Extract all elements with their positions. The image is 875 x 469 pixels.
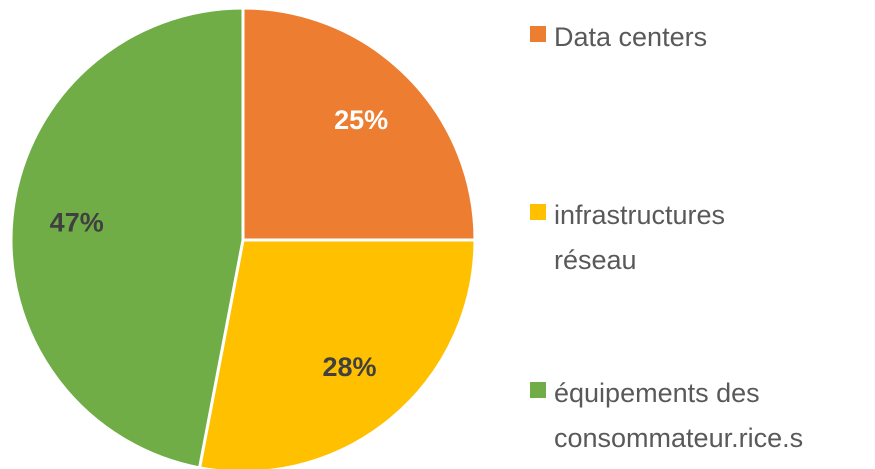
- legend-swatch: [530, 204, 546, 220]
- legend-label: infrastructures réseau: [554, 200, 726, 275]
- pie-slice: [9, 6, 245, 469]
- data-label: 28%: [322, 352, 376, 382]
- legend-item: infrastructures réseau: [530, 193, 804, 283]
- legend-label: Data centers: [554, 22, 708, 52]
- pie-slice: [197, 238, 477, 469]
- legend-item: Data centers: [530, 15, 804, 60]
- legend-label: équipements des consommateur.rice.s: [554, 378, 804, 453]
- legend-swatch: [530, 26, 546, 42]
- pie-area: 25% 28% 47%: [9, 6, 477, 469]
- data-label: 25%: [334, 105, 388, 135]
- legend-swatch: [530, 382, 546, 398]
- data-label: 47%: [50, 207, 104, 237]
- pie-slice: [241, 6, 477, 242]
- legend-item: équipements des consommateur.rice.s: [530, 371, 804, 461]
